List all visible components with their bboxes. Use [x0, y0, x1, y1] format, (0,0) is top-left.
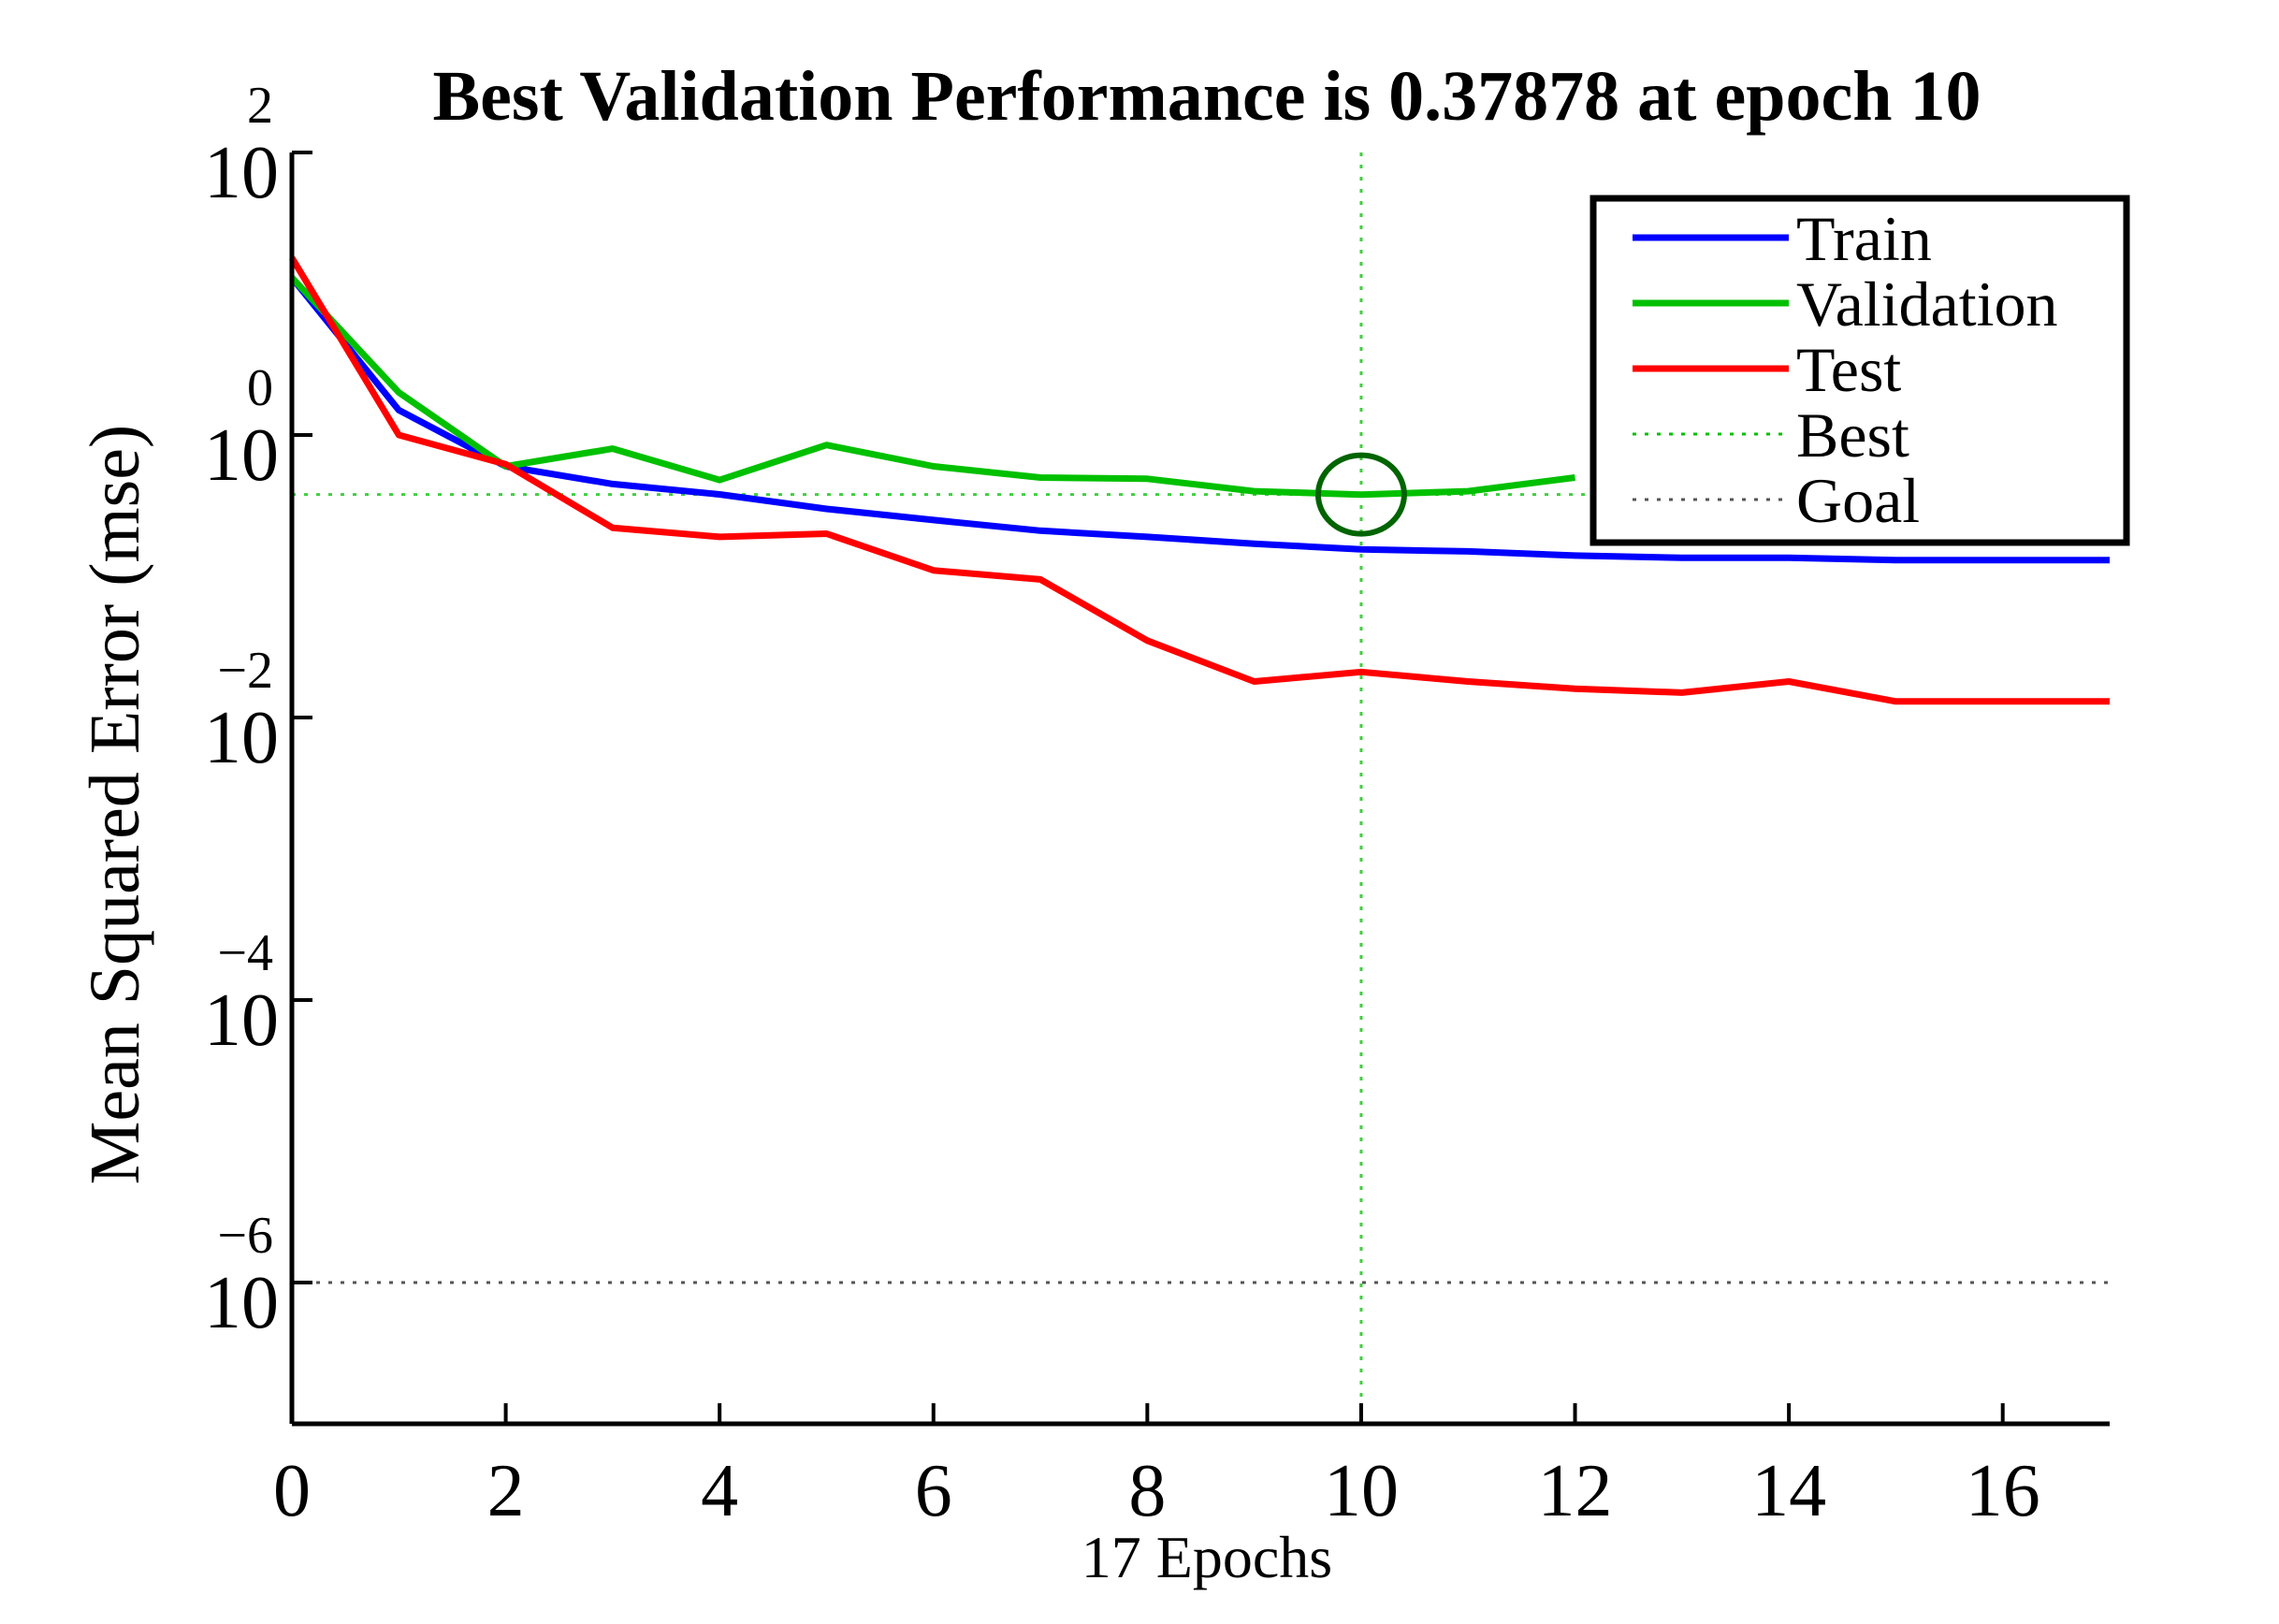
y-tick-exponent: −4 [217, 924, 273, 982]
x-tick-label: 0 [273, 1450, 311, 1532]
best-lines-layer [292, 152, 2110, 1424]
legend-label-validation: Validation [1796, 268, 2058, 340]
y-tick-exponent: 2 [247, 77, 273, 135]
x-tick-label: 12 [1538, 1450, 1613, 1532]
series-line-train [289, 275, 2110, 564]
best-marker-circle [1314, 452, 1407, 537]
legend-label-train: Train [1796, 203, 1932, 274]
y-tick-label: 10 [204, 1262, 279, 1344]
x-tick-label: 14 [1751, 1450, 1826, 1532]
y-tick-exponent: −6 [217, 1207, 273, 1265]
chart-title: Best Validation Performance is 0.37878 a… [432, 57, 1981, 136]
y-tick-label: 10 [204, 414, 279, 497]
legend-label-best: Best [1796, 399, 1909, 471]
best-marker-layer [1314, 452, 1407, 537]
x-tick-label: 8 [1128, 1450, 1166, 1532]
x-tick-label: 4 [701, 1450, 738, 1532]
x-tick-label: 16 [1966, 1450, 2040, 1532]
x-axis-label: 17 Epochs [1081, 1524, 1332, 1590]
y-tick-label: 10 [204, 979, 279, 1062]
y-tick-exponent: −2 [217, 642, 273, 700]
y-axis-label: Mean Squared Error (mse) [76, 425, 154, 1184]
legend-label-goal: Goal [1796, 465, 1920, 536]
series-layer [289, 255, 2110, 705]
x-ticks: 0 2 4 6 8 10 12 14 16 [273, 1403, 2040, 1532]
y-tick-label: 10 [204, 132, 279, 214]
x-tick-label: 10 [1324, 1450, 1399, 1532]
y-tick-label: 10 [204, 697, 279, 779]
x-tick-label: 2 [487, 1450, 525, 1532]
x-tick-label: 6 [915, 1450, 952, 1532]
series-line-test [289, 255, 2110, 705]
legend-label-test: Test [1796, 334, 1901, 405]
y-tick-exponent: 0 [247, 359, 273, 417]
plot-area [289, 152, 2110, 1424]
